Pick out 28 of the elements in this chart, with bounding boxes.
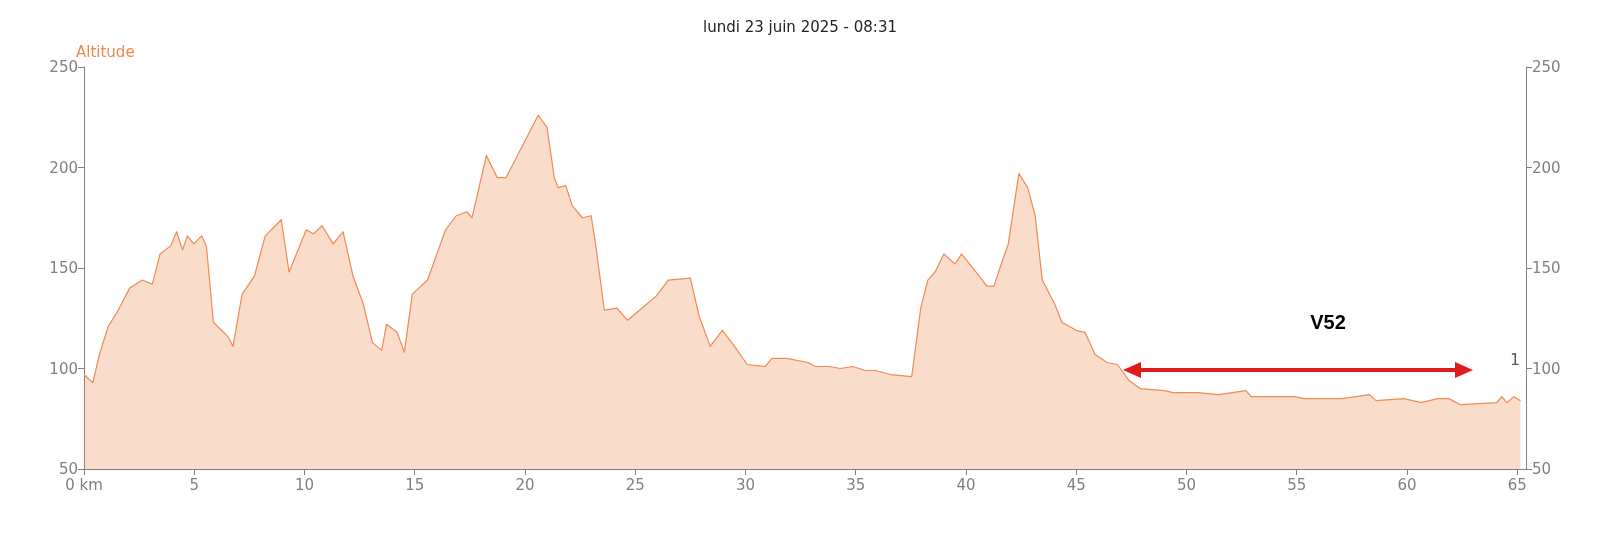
y2-tick-label: 50 <box>1532 460 1552 478</box>
annotation: V52 <box>1310 311 1346 333</box>
x-tick-label: 60 <box>1397 475 1417 494</box>
x-tick-label: 15 <box>405 475 425 494</box>
x-tick-label: 30 <box>735 475 756 494</box>
x-tick-label: 40 <box>956 475 976 494</box>
x-tick-label: 45 <box>1066 475 1086 494</box>
y-tick-label: 150 <box>49 259 78 277</box>
y2-tick-label: 150 <box>1532 259 1561 277</box>
x-tick-label: 10 <box>294 475 315 494</box>
y-tick-label: 250 <box>49 58 78 76</box>
y2-tick-label: 100 <box>1532 359 1561 378</box>
chart-title: lundi 23 juin 2025 - 08:31 <box>703 17 897 36</box>
x-tick-label: 50 <box>1176 475 1196 494</box>
y-tick-label: 50 <box>58 460 78 478</box>
x-tick-label: 25 <box>625 475 645 494</box>
y-axis-title: Altitude <box>76 42 135 61</box>
x-tick-label: 20 <box>515 475 535 494</box>
x-tick-label: 65 <box>1507 475 1527 494</box>
x-tick-label: 0 km <box>65 475 103 494</box>
y-tick-label: 100 <box>49 359 78 378</box>
y-tick-label: 200 <box>49 158 78 177</box>
x-tick-label: 35 <box>846 475 866 494</box>
x-tick-label: 5 <box>189 475 200 494</box>
annotation: 1 <box>1510 351 1520 369</box>
x-tick-label: 55 <box>1287 475 1307 494</box>
y2-tick-label: 250 <box>1532 58 1561 76</box>
y2-tick-label: 200 <box>1532 158 1561 177</box>
